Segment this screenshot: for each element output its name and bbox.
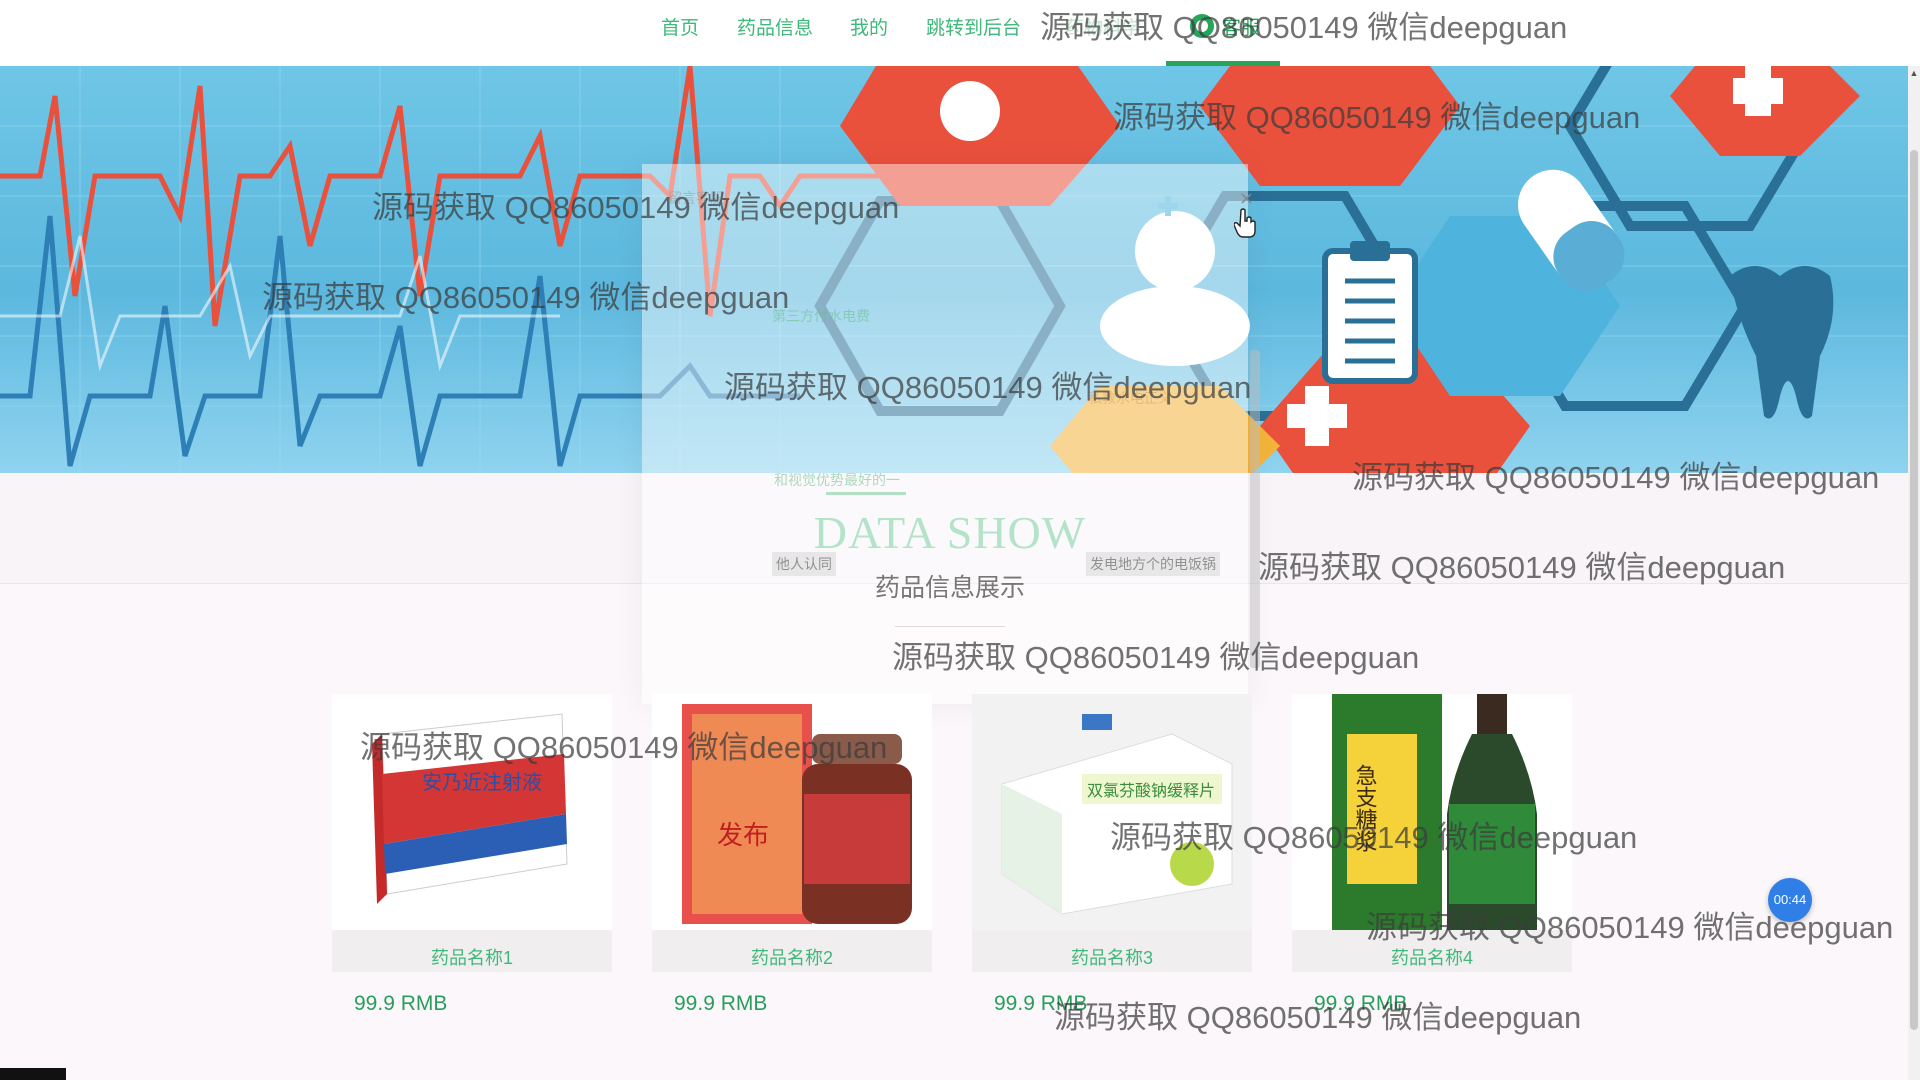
- section-divider: [895, 626, 1005, 627]
- hero-banner: [0, 66, 1908, 473]
- product-name-4[interactable]: 药品名称4: [1390, 948, 1473, 968]
- section-title: DATA SHOW: [813, 507, 1087, 558]
- product-card-2[interactable]: 发布 药品名称2 99.9 RMB: [652, 694, 932, 1034]
- nav-admin[interactable]: 跳转到后台: [926, 18, 1022, 39]
- product-name-box-4: [1292, 930, 1572, 972]
- product-2-graphic: 发布: [682, 704, 912, 924]
- modal-chip-right[interactable]: 发电地方个的电饭锅: [1086, 552, 1220, 576]
- recording-timer-badge[interactable]: 00:44: [1768, 878, 1812, 922]
- product-image-2[interactable]: 发布: [652, 694, 932, 930]
- nav-customer-service[interactable]: 客服: [1222, 18, 1261, 39]
- banner-graphic: [0, 66, 1908, 473]
- scroll-up-arrow-icon[interactable]: ▲: [1909, 68, 1919, 78]
- modal-chip-left[interactable]: 他人认同: [772, 552, 836, 576]
- modal-message-2: 私教水电正义: [1088, 390, 1172, 406]
- nav-faded: 药物科学: [1065, 18, 1142, 39]
- product-price-4: 99.9 RMB: [1314, 992, 1408, 1015]
- product-2-box-text: 发布: [717, 821, 769, 851]
- product-4-box-text: 急支糖浆: [1352, 764, 1378, 852]
- modal-small-title: 留言客服: [668, 190, 724, 206]
- product-name-2[interactable]: 药品名称2: [750, 948, 833, 968]
- customer-service-modal: [642, 164, 1248, 704]
- product-1-box-text: 安乃近注射液: [422, 770, 542, 794]
- product-name-3[interactable]: 药品名称3: [1070, 948, 1153, 968]
- product-card-1[interactable]: 安乃近注射液 药品名称1 99.9 RMB: [332, 694, 612, 1034]
- nav-active-indicator: [1166, 61, 1280, 66]
- product-card-4[interactable]: 急支糖浆 药品名称4 99.9 RMB: [1292, 694, 1572, 1034]
- product-3-box-text: 双氯芬酸钠缓释片: [1087, 781, 1215, 800]
- product-3-graphic: 双氯芬酸钠缓释片: [972, 694, 1252, 930]
- product-card-3[interactable]: 双氯芬酸钠缓释片 药品名称3 99.9 RMB: [972, 694, 1252, 1034]
- modal-scrollbar[interactable]: [1250, 350, 1260, 668]
- product-image-1[interactable]: 安乃近注射液: [332, 694, 612, 930]
- product-image-3[interactable]: 双氯芬酸钠缓释片: [972, 694, 1252, 930]
- nav-medicine-info[interactable]: 药品信息: [737, 18, 814, 39]
- product-price-3: 99.9 RMB: [994, 992, 1088, 1015]
- hand-cursor-icon: [1234, 208, 1256, 238]
- page-scroll-thumb[interactable]: [1910, 150, 1918, 1030]
- modal-underline: [826, 492, 906, 495]
- nav-home[interactable]: 首页: [661, 18, 700, 39]
- close-icon[interactable]: ×: [1240, 186, 1253, 211]
- product-4-graphic: 急支糖浆: [1332, 694, 1537, 930]
- top-nav: 首页 药品信息 我的 跳转到后台 药物科学 客服: [0, 0, 1920, 67]
- product-name-box-3: [972, 930, 1252, 972]
- corner-tag: [0, 1068, 66, 1080]
- product-1-box-graphic: 安乃近注射液: [372, 713, 568, 904]
- nav-mine[interactable]: 我的: [850, 18, 889, 39]
- product-name-box-1: [332, 930, 612, 972]
- modal-message-3: 和视觉优势最好的一: [774, 472, 900, 488]
- product-price-1: 99.9 RMB: [354, 992, 448, 1015]
- chat-icon: [1190, 14, 1214, 38]
- section-band: [0, 473, 1908, 584]
- section-subtitle: 药品信息展示: [874, 574, 1025, 602]
- product-image-4[interactable]: 急支糖浆: [1292, 694, 1572, 930]
- product-name-box-2: [652, 930, 932, 972]
- modal-message-1: 第三方付水电费: [772, 308, 870, 324]
- product-name-1[interactable]: 药品名称1: [430, 948, 513, 968]
- product-price-2: 99.9 RMB: [674, 992, 768, 1015]
